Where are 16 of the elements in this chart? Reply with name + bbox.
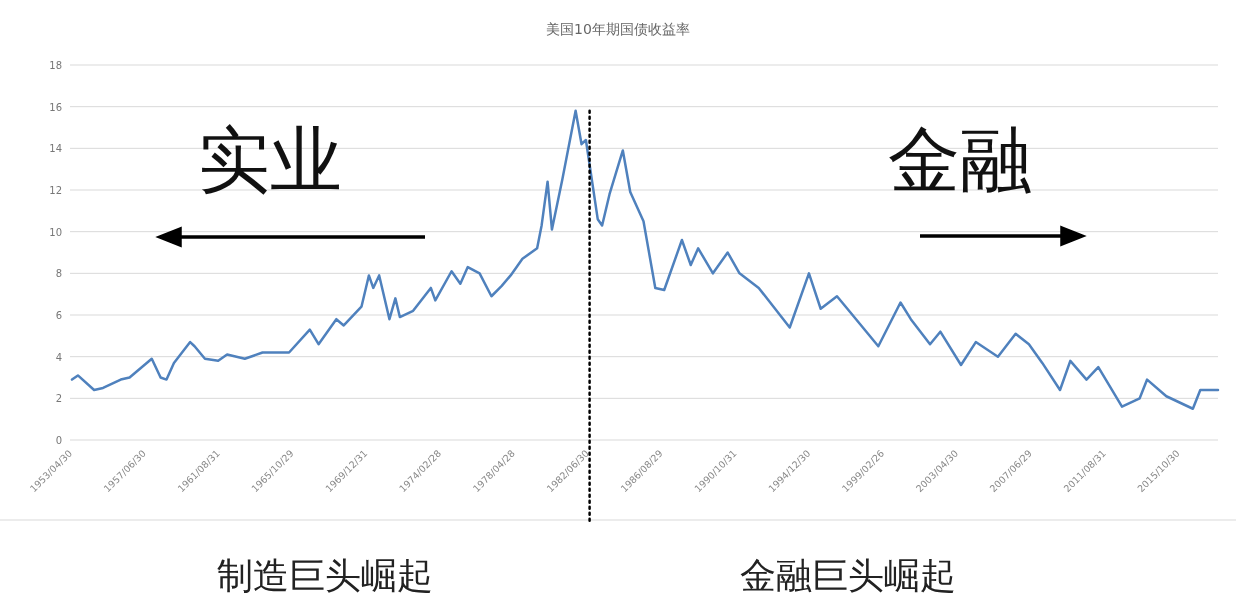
y-tick-label: 10 bbox=[49, 226, 62, 238]
text: 制造巨头崛起 bbox=[217, 555, 433, 596]
y-tick-label: 12 bbox=[49, 185, 62, 196]
y-tick-label: 6 bbox=[55, 310, 62, 321]
text: 金融巨头崛起 bbox=[740, 555, 956, 596]
line-series bbox=[70, 109, 1220, 410]
annotation: 实业 bbox=[198, 118, 342, 202]
y-tick-label: 8 bbox=[55, 268, 62, 280]
y-tick-label: 16 bbox=[49, 101, 62, 113]
y-tick-label: 18 bbox=[49, 60, 62, 71]
y-tick-label: 0 bbox=[55, 435, 62, 446]
chart-title: 美国10年期国债收益率 bbox=[546, 21, 690, 37]
y-tick-label: 14 bbox=[49, 143, 62, 155]
y-tick-label: 4 bbox=[55, 351, 62, 363]
y-tick-label: 2 bbox=[55, 393, 62, 405]
annotation: 金融 bbox=[888, 118, 1032, 202]
